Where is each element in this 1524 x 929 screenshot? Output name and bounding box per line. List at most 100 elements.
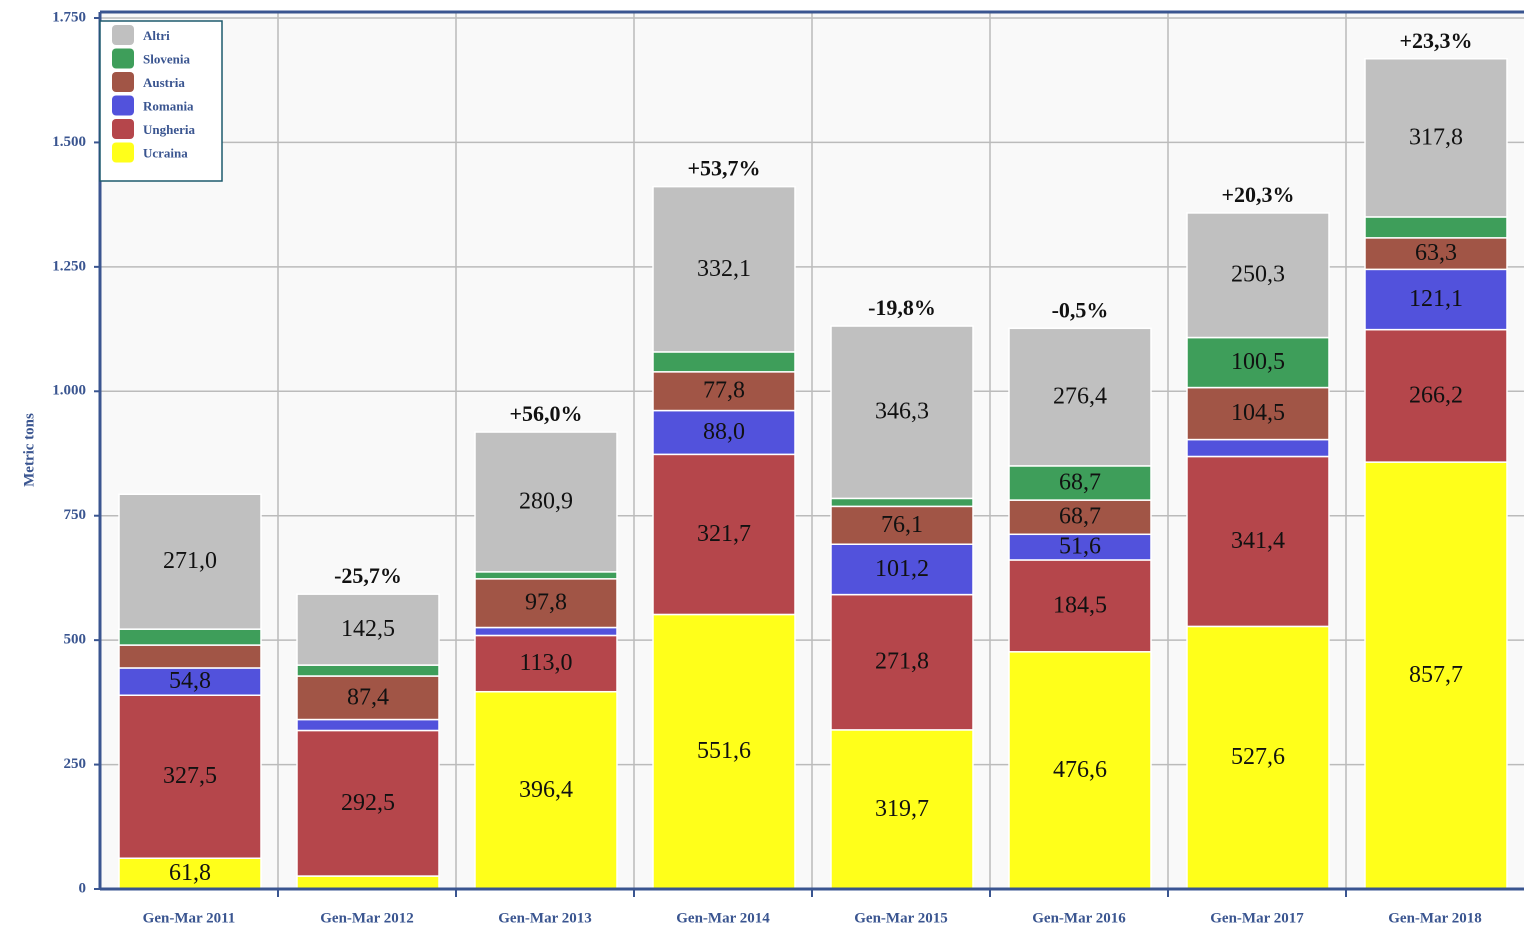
x-tick-label: Gen-Mar 2013 xyxy=(498,910,591,926)
bar-segment xyxy=(830,593,974,731)
data-label: 266,2 xyxy=(1409,382,1463,408)
data-label: 317,8 xyxy=(1409,124,1463,150)
legend-swatch xyxy=(112,95,134,116)
bar-segment xyxy=(830,325,974,500)
bar-segment xyxy=(118,644,262,669)
data-label: 476,6 xyxy=(1053,757,1107,783)
bar-segment xyxy=(1186,438,1330,458)
bar-segment xyxy=(652,613,796,890)
data-label: 76,1 xyxy=(881,512,923,538)
change-label: +20,3% xyxy=(1221,182,1294,207)
data-label: 68,7 xyxy=(1059,504,1101,530)
data-label: 63,3 xyxy=(1415,240,1457,266)
data-label: 341,4 xyxy=(1231,528,1285,554)
change-label: -19,8% xyxy=(868,295,936,320)
data-label: 121,1 xyxy=(1409,286,1463,312)
data-label: 77,8 xyxy=(703,378,745,404)
bar-segment xyxy=(118,628,262,646)
change-label: -0,5% xyxy=(1052,297,1109,322)
bar-segment xyxy=(296,593,440,666)
data-label: 68,7 xyxy=(1059,469,1101,495)
bar-segment xyxy=(1008,533,1152,561)
bar-segment xyxy=(652,453,796,616)
bar-segment xyxy=(296,664,440,677)
bar-segment xyxy=(296,718,440,732)
bar-segment xyxy=(474,578,618,629)
data-label: 88,0 xyxy=(703,419,745,445)
data-label: 51,6 xyxy=(1059,534,1101,560)
data-label: 61,8 xyxy=(169,860,211,886)
data-label: 250,3 xyxy=(1231,262,1285,288)
bar-segment xyxy=(1008,559,1152,653)
data-label: 332,1 xyxy=(697,256,751,282)
bar-segment xyxy=(1008,327,1152,467)
legend-swatch xyxy=(112,142,134,163)
change-label: -25,7% xyxy=(334,563,402,588)
bar-segment xyxy=(1364,237,1508,271)
bar-segment xyxy=(830,729,974,890)
legend-swatch xyxy=(112,48,134,69)
bar-segment xyxy=(652,351,796,373)
bar-segment xyxy=(296,729,440,877)
y-tick-label: 1.250 xyxy=(52,258,86,274)
data-label: 857,7 xyxy=(1409,662,1463,688)
y-tick-label: 250 xyxy=(64,756,87,772)
data-label: 100,5 xyxy=(1231,349,1285,375)
data-label: 97,8 xyxy=(525,590,567,616)
y-tick-label: 500 xyxy=(64,632,87,648)
bar-segment xyxy=(830,543,974,596)
bar-segment xyxy=(118,493,262,630)
bar-segment xyxy=(1364,328,1508,463)
y-tick-label: 1.000 xyxy=(52,383,86,399)
data-label: 276,4 xyxy=(1053,384,1107,410)
x-tick-label: Gen-Mar 2014 xyxy=(676,910,770,926)
bar-segment xyxy=(830,497,974,508)
legend-label: Austria xyxy=(143,75,185,90)
data-label: 54,8 xyxy=(169,668,211,694)
data-label: 346,3 xyxy=(875,399,929,425)
bar-segment xyxy=(1186,336,1330,389)
bar-segment xyxy=(474,626,618,637)
bar-segment xyxy=(474,571,618,580)
data-label: 142,5 xyxy=(341,616,395,642)
legend-swatch xyxy=(112,72,134,92)
data-label: 104,5 xyxy=(1231,400,1285,426)
data-label: 321,7 xyxy=(697,521,751,547)
data-label: 113,0 xyxy=(519,650,572,676)
bar-segment xyxy=(652,371,796,412)
data-label: 327,5 xyxy=(163,763,217,789)
data-label: 271,0 xyxy=(163,548,217,574)
data-label: 184,5 xyxy=(1053,592,1107,618)
bar-segment xyxy=(296,675,440,721)
legend-swatch xyxy=(112,25,134,45)
data-label: 396,4 xyxy=(519,777,573,803)
data-label: 280,9 xyxy=(519,488,573,514)
bar-segment xyxy=(652,185,796,353)
bar-segment xyxy=(1186,386,1330,441)
bar-segment xyxy=(474,634,618,693)
legend-label: Ucraina xyxy=(143,145,188,160)
bar-segment xyxy=(474,431,618,573)
bar-segment xyxy=(296,875,440,890)
bar-segment xyxy=(1186,625,1330,890)
legend-swatch xyxy=(112,119,134,139)
bar-segment xyxy=(474,690,618,890)
data-label: 527,6 xyxy=(1231,744,1285,770)
y-tick-label: 750 xyxy=(64,507,87,523)
bar-segment xyxy=(118,694,262,859)
bar-segment xyxy=(1186,212,1330,339)
bar-segment xyxy=(1008,651,1152,890)
legend-label: Ungheria xyxy=(143,122,196,137)
data-label: 101,2 xyxy=(875,556,929,582)
change-label: +56,0% xyxy=(509,401,582,426)
bar-segment xyxy=(1186,455,1330,628)
bar-segment xyxy=(118,857,262,890)
data-label: 551,6 xyxy=(697,738,751,764)
x-tick-label: Gen-Mar 2016 xyxy=(1032,910,1126,926)
x-tick-label: Gen-Mar 2011 xyxy=(143,910,236,926)
x-tick-label: Gen-Mar 2015 xyxy=(854,910,947,926)
bar-segment xyxy=(1364,58,1508,218)
x-tick-label: Gen-Mar 2018 xyxy=(1388,910,1481,926)
change-label: +53,7% xyxy=(687,156,760,181)
